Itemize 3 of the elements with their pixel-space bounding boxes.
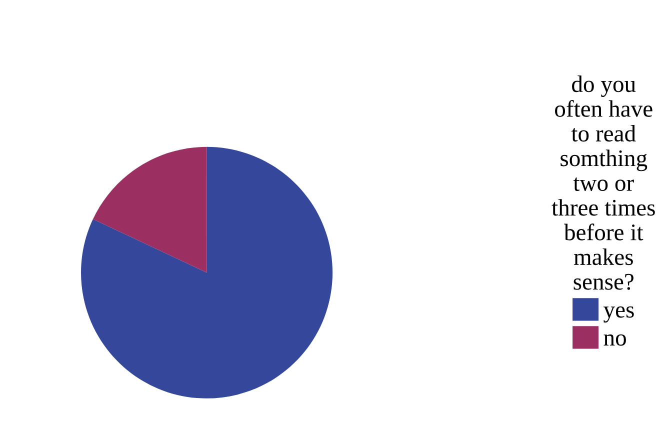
legend-label: yes bbox=[604, 306, 634, 323]
text: do you often have to read somthing two or three times before it makes sense? bbox=[552, 76, 655, 290]
legend-label: no bbox=[604, 334, 626, 346]
